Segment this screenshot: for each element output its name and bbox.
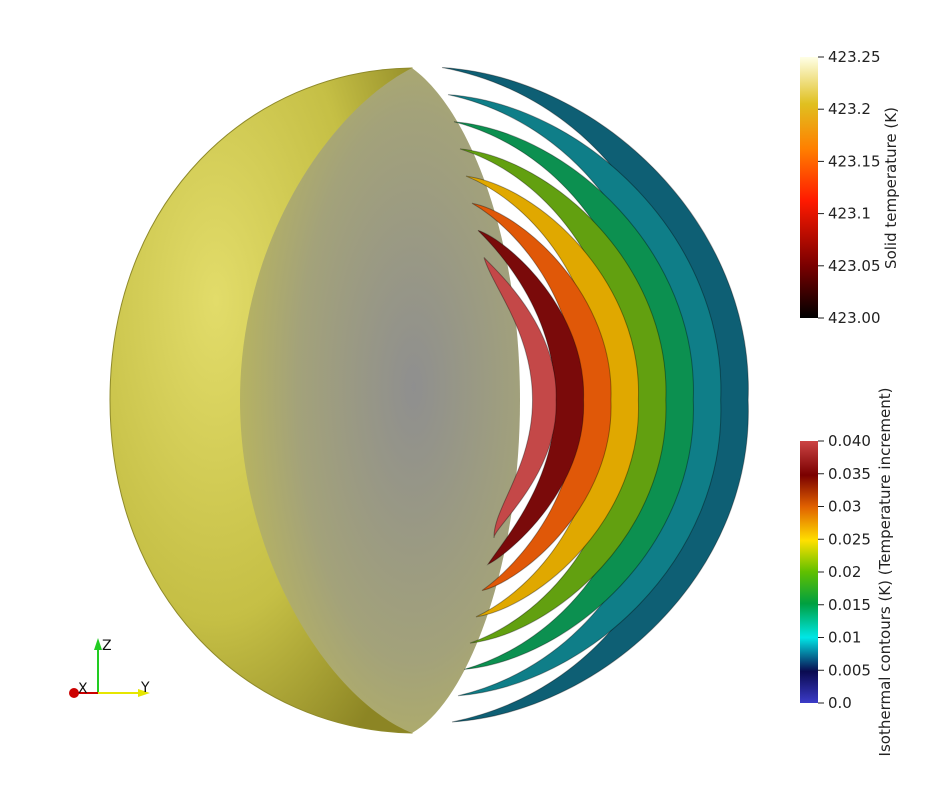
orientation-axes: Z Y X [69,638,150,698]
y-axis-label: Y [140,680,150,696]
colorbar-tick-label: 423.00 [828,309,881,327]
colorbar-tick-label: 423.25 [828,48,881,66]
colorbar-temperature-title: Solid temperature (K) [882,107,900,269]
x-axis-arrow-icon [69,688,79,698]
colorbar-contour-title: Isothermal contours (K) (Temperature inc… [876,388,894,757]
colorbar-tick-label: 0.015 [828,596,871,614]
y-axis-arrow-icon [138,689,150,697]
colorbar-tick-label: 0.01 [828,629,861,647]
colorbar-tick-label: 423.1 [828,205,871,223]
isothermal-shell [483,257,557,539]
colorbar-tick-label: 0.03 [828,498,861,516]
colorbar-tick-label: 0.02 [828,563,861,581]
z-axis-arrow-icon [94,638,102,650]
colorbar-temperature-gradient [800,57,818,318]
colorbar-tick-label: 423.15 [828,152,881,170]
colorbar-tick-label: 0.035 [828,465,871,483]
isothermal-shells [441,67,749,723]
colorbar-tick-label: 423.2 [828,100,871,118]
colorbar-tick-label: 0.025 [828,530,871,548]
z-axis-label: Z [102,638,112,654]
sphere-body [109,67,520,734]
colorbar-tick-label: 0.0 [828,694,852,712]
x-axis-label: X [78,681,88,697]
colorbar-tick-label: 0.040 [828,432,871,450]
colorbar-tick-label: 423.05 [828,257,881,275]
colorbar-isothermal-contours: 0.040 0.035 0.03 0.025 0.02 0.015 0.01 0.005 0.0… [800,388,894,757]
colorbar-solid-temperature: 423.25 423.2 423.15 423.1 423.05 423.00 Solid… [800,48,900,327]
colorbar-contour-gradient [800,441,818,703]
colorbar-tick-label: 0.005 [828,661,871,679]
isothermal-shell [477,229,585,566]
